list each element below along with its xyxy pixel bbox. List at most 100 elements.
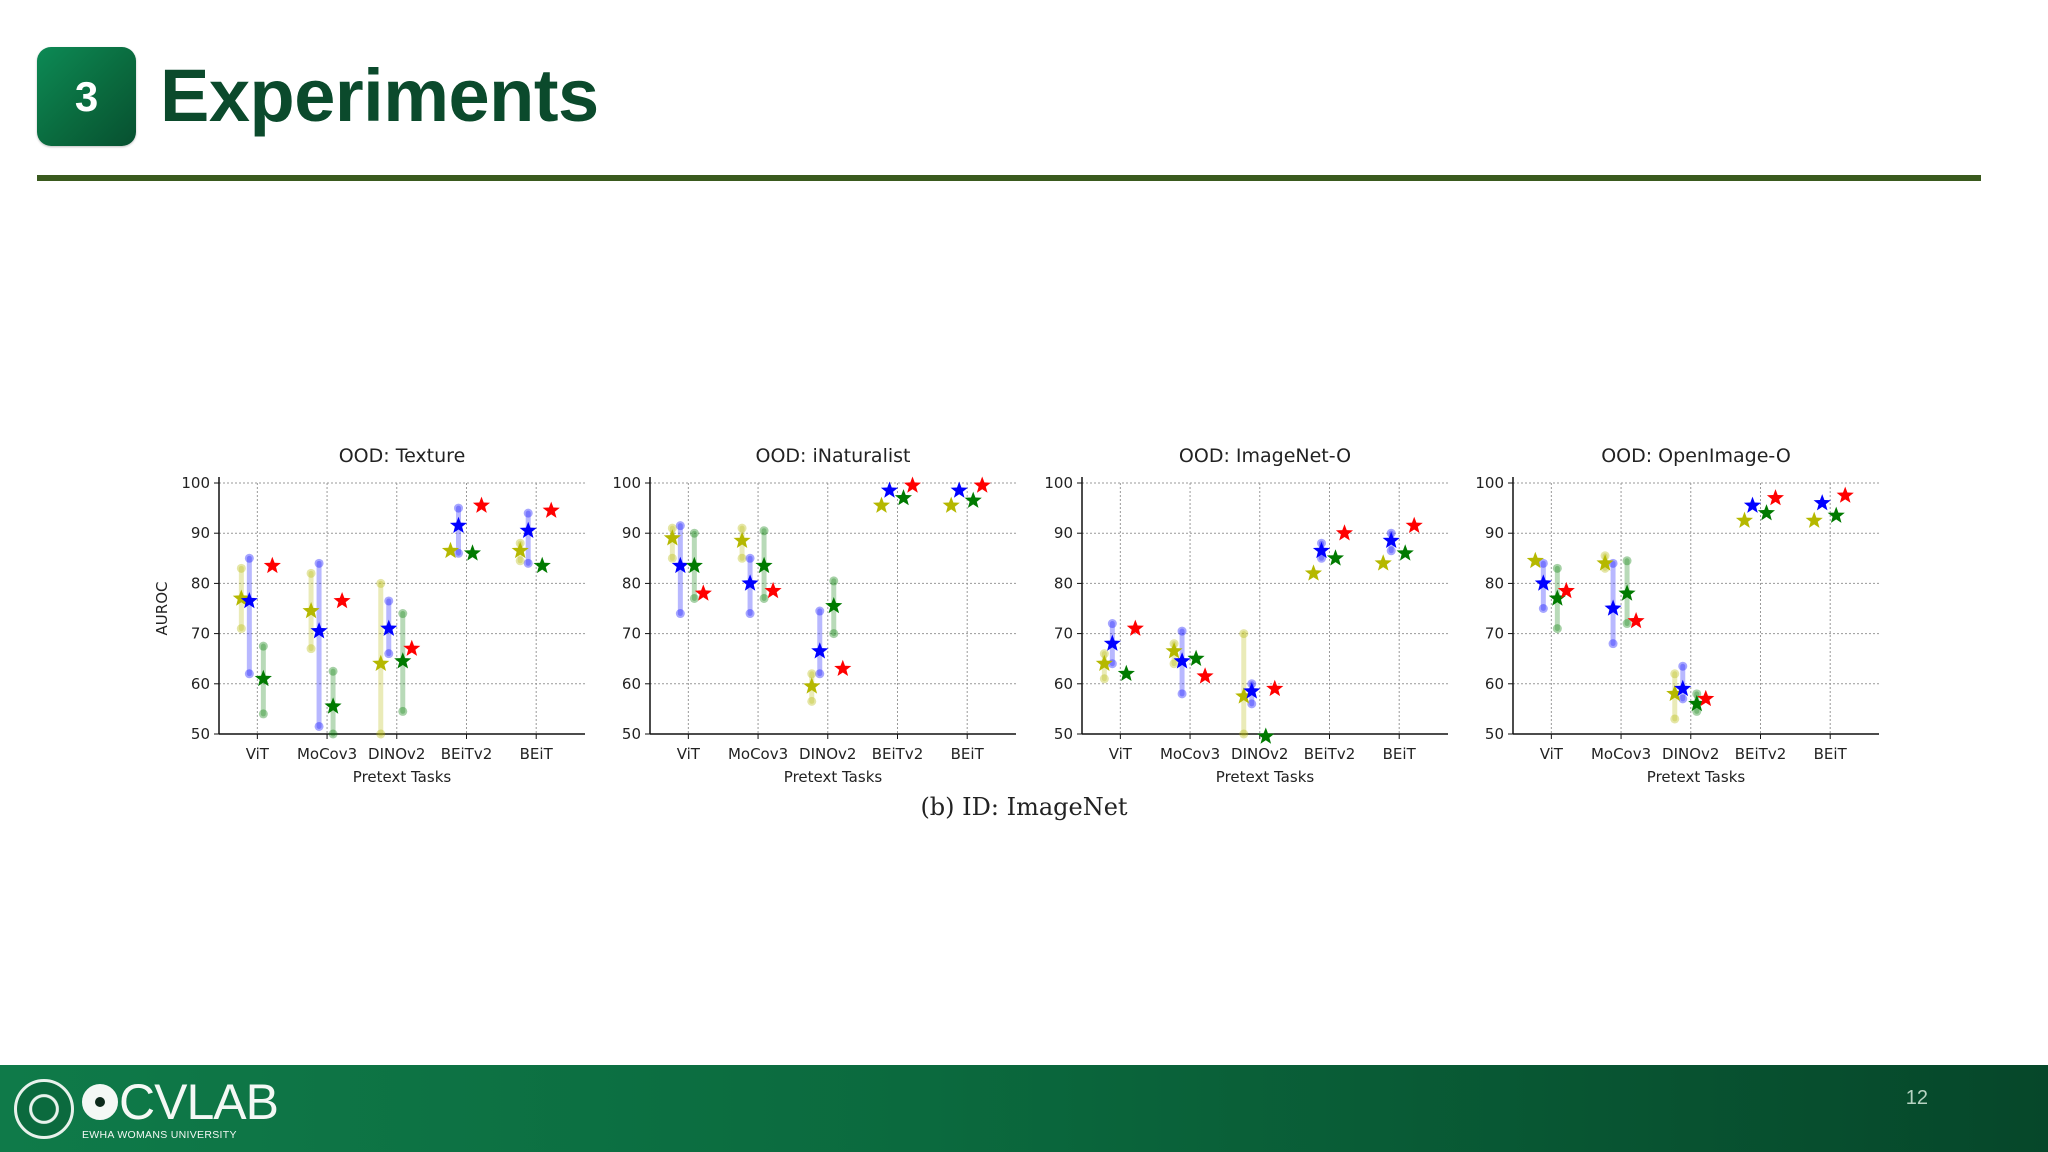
range-marker-high — [1107, 619, 1117, 629]
x-tick-label: DINOv2 — [368, 745, 425, 763]
x-axis-label: Pretext Tasks — [1216, 768, 1315, 786]
range-marker-high — [759, 526, 769, 536]
star-marker — [894, 489, 912, 506]
footer-bar: CVLAB EWHA WOMANS UNIVERSITY 12 — [0, 1065, 2048, 1152]
x-axis-label: Pretext Tasks — [1647, 768, 1746, 786]
range-marker-low — [829, 629, 839, 639]
y-tick-label: 60 — [1054, 675, 1073, 693]
range-marker-high — [1552, 563, 1562, 573]
star-marker — [232, 589, 250, 606]
y-tick-label: 50 — [1054, 725, 1073, 743]
range-marker-high — [328, 666, 338, 676]
range-marker-low — [515, 556, 525, 566]
range-marker-high — [675, 521, 685, 531]
range-marker-low — [1670, 714, 1680, 724]
section-number-badge: 3 — [37, 47, 136, 146]
star-marker — [1374, 554, 1392, 571]
y-tick-label: 60 — [622, 675, 641, 693]
star-marker — [1312, 541, 1330, 559]
range-marker-low — [236, 624, 246, 634]
range-marker-high — [236, 563, 246, 573]
star-marker — [1827, 506, 1845, 523]
x-tick-label: BEiT — [1814, 745, 1848, 763]
range-marker-low — [258, 709, 268, 719]
range-marker-high — [306, 568, 316, 578]
range-marker-high — [1538, 558, 1548, 568]
star-marker — [1618, 584, 1636, 601]
star-marker — [1326, 549, 1344, 566]
x-tick-label: BEiTv2 — [441, 745, 493, 763]
x-tick-label: MoCov3 — [728, 745, 788, 763]
range-marker-high — [815, 606, 825, 616]
star-marker — [1335, 524, 1353, 541]
star-marker — [741, 574, 759, 591]
star-marker — [1266, 679, 1284, 697]
y-tick-label: 50 — [1485, 725, 1504, 743]
range-marker-low — [1386, 546, 1396, 556]
star-marker — [1304, 564, 1322, 581]
x-tick-label: BEiT — [520, 745, 554, 763]
star-marker — [372, 654, 390, 671]
range-marker-high — [1099, 649, 1109, 659]
star-marker — [519, 521, 537, 538]
x-tick-label: MoCov3 — [1591, 745, 1651, 763]
star-marker — [1257, 727, 1275, 744]
star-marker — [1235, 687, 1253, 704]
y-tick-label: 80 — [1054, 574, 1073, 592]
chart-title: OOD: iNaturalist — [756, 445, 911, 467]
range-marker-low — [1608, 639, 1618, 649]
star-marker — [333, 592, 351, 609]
star-marker — [1173, 652, 1191, 669]
star-marker — [1405, 516, 1423, 533]
x-tick-label: MoCov3 — [297, 745, 357, 763]
range-marker-high — [523, 508, 533, 518]
star-marker — [825, 597, 843, 614]
x-tick-label: BEiTv2 — [1304, 745, 1356, 763]
star-marker — [380, 619, 398, 636]
range-marker-low — [328, 729, 338, 739]
star-marker — [1526, 551, 1544, 569]
star-marker — [964, 491, 982, 508]
range-marker-high — [258, 641, 268, 651]
range-marker-high — [314, 558, 324, 568]
range-marker-high — [667, 523, 677, 533]
ood-auroc-figure: 50 60 70 80 90 100 ViT MoCov3 DINOv2 BEiTv2 BEiT OO… — [153, 445, 1879, 821]
star-marker — [1805, 511, 1823, 528]
star-marker — [1674, 679, 1692, 697]
star-marker — [1396, 544, 1414, 561]
star-marker — [733, 531, 751, 548]
y-tick-label: 50 — [622, 725, 641, 743]
star-marker — [1095, 654, 1113, 671]
range-marker-low — [1552, 624, 1562, 634]
range-marker-low — [1099, 674, 1109, 684]
range-marker-low — [1169, 659, 1179, 669]
y-tick-label: 100 — [612, 474, 641, 492]
range-marker-high — [1177, 626, 1187, 636]
star-marker — [441, 541, 459, 559]
x-tick-label: DINOv2 — [799, 745, 856, 763]
y-tick-label: 90 — [191, 524, 210, 542]
range-marker-high — [689, 528, 699, 538]
y-axis-label: AUROC — [153, 582, 171, 636]
range-marker-low — [453, 548, 463, 558]
page-number: 12 — [1905, 1087, 1928, 1109]
eye-icon — [82, 1084, 118, 1120]
title-divider — [37, 175, 1981, 181]
star-marker — [803, 677, 821, 694]
range-marker-low — [1177, 689, 1187, 699]
slide-title: Experiments — [160, 54, 599, 137]
range-marker-low — [314, 721, 324, 731]
y-tick-label: 100 — [181, 474, 210, 492]
star-marker — [403, 639, 421, 656]
star-marker — [1548, 589, 1566, 606]
x-tick-label: ViT — [1540, 745, 1564, 763]
range-marker-high — [453, 503, 463, 513]
star-marker — [324, 697, 342, 714]
range-marker-low — [675, 609, 685, 619]
y-tick-label: 50 — [191, 725, 210, 743]
y-tick-label: 60 — [191, 675, 210, 693]
range-marker-low — [1239, 729, 1249, 739]
x-axis-label: Pretext Tasks — [784, 768, 883, 786]
y-tick-label: 70 — [1054, 625, 1073, 643]
star-marker — [880, 481, 898, 498]
